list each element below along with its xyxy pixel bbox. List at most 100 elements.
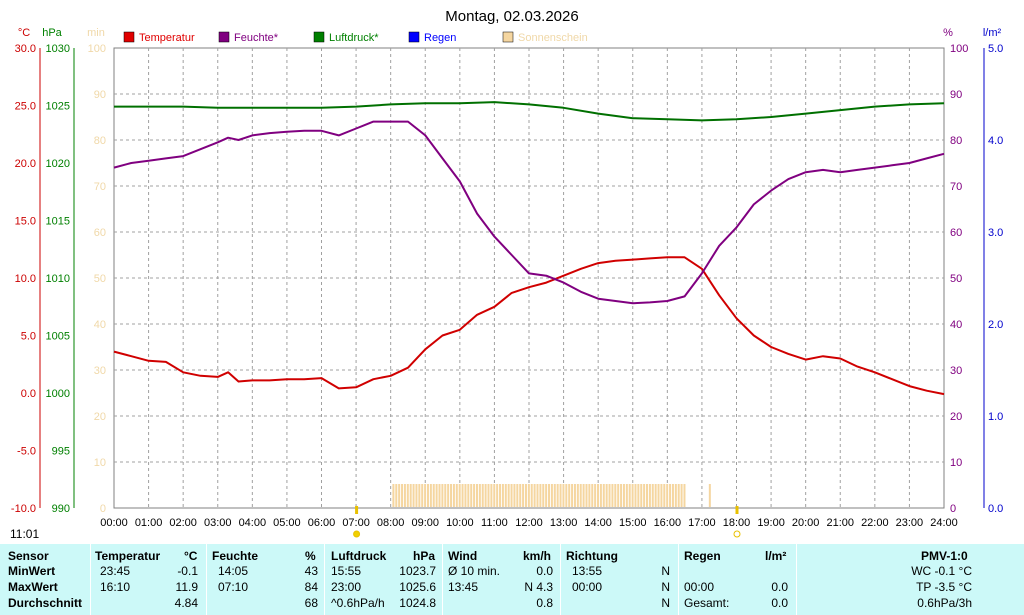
cell-h-time: 14:05 (218, 564, 249, 578)
sunshine-bar (666, 484, 669, 507)
cell-label: Durchschnitt (8, 596, 83, 610)
sunshine-bar (651, 484, 654, 507)
tick-label-humidity: 30 (950, 365, 962, 377)
axis-unit-temperature: °C (18, 27, 30, 39)
tick-label-rain: 1.0 (988, 411, 1003, 423)
sunshine-bar (663, 484, 666, 507)
cell-label: MaxWert (8, 580, 58, 594)
sunshine-bar (576, 484, 579, 507)
tick-label-humidity: 70 (950, 181, 962, 193)
header-temperatur: Temperatur (95, 549, 161, 563)
x-tick-label: 05:00 (273, 517, 301, 529)
cell-p-time: ^0.6hPa/h (331, 596, 385, 610)
legend-swatch-1 (218, 31, 230, 43)
sunshine-bar (447, 484, 450, 507)
tick-label-humidity: 10 (950, 457, 962, 469)
axis-unit-pressure: hPa (42, 27, 62, 39)
sunshine-bar (527, 484, 530, 507)
sunset-marker (735, 506, 739, 514)
tick-label-temperature: 5.0 (21, 331, 36, 343)
sunshine-bar (501, 484, 504, 507)
x-tick-label: 02:00 (169, 517, 197, 529)
sunshine-bar (654, 484, 657, 507)
sunrise-dot (353, 530, 361, 538)
sunshine-bar (490, 484, 493, 507)
sunshine-bar (452, 484, 455, 507)
sunshine-bar (392, 484, 395, 507)
cell-dir-val: N (661, 580, 670, 594)
axis-unit-humidity: % (943, 27, 953, 39)
sunshine-bar (640, 484, 643, 507)
sunshine-bars (392, 484, 711, 507)
sunshine-bar (406, 484, 409, 507)
tick-label-sunshine: 80 (94, 135, 106, 147)
tick-label-humidity: 60 (950, 227, 962, 239)
sunshine-bar (620, 484, 623, 507)
sunshine-bar (599, 484, 602, 507)
cell-dir-val: N (661, 564, 670, 578)
series-line-1 (113, 120, 945, 305)
header-pmv: PMV-1:0 (921, 549, 968, 563)
cell-rain-time: Gesamt: (684, 596, 730, 610)
sunshine-bar (677, 484, 680, 507)
sunshine-bar (418, 484, 421, 507)
sunshine-bar (585, 484, 588, 507)
sunshine-bar (591, 484, 594, 507)
tick-label-sunshine: 50 (94, 273, 106, 285)
tick-label-humidity: 90 (950, 89, 962, 101)
tick-label-temperature: 0.0 (21, 388, 36, 400)
sunshine-bar (559, 484, 562, 507)
sunshine-bar (573, 484, 576, 507)
sunshine-bar (637, 484, 640, 507)
sunshine-bar (611, 484, 614, 507)
cell-p-val: 1025.6 (399, 580, 436, 594)
tick-label-pressure: 1005 (46, 331, 70, 343)
tick-label-sunshine: 40 (94, 319, 106, 331)
x-tick-label: 06:00 (308, 517, 336, 529)
tick-label-pressure: 995 (52, 446, 70, 458)
sunshine-bar (444, 484, 447, 507)
series-line-0 (113, 256, 945, 396)
series-lines (113, 101, 945, 396)
header-regen: Regen (684, 549, 721, 563)
sunshine-bar (409, 484, 412, 507)
legend: Temperatur Feuchte* Luftdruck* Regen Sonnens… (123, 31, 588, 44)
sunshine-bar (458, 484, 461, 507)
header-feuchte-unit: % (305, 549, 316, 563)
sunshine-bar (660, 484, 663, 507)
tick-label-sunshine: 60 (94, 227, 106, 239)
sunshine-bar (674, 484, 677, 507)
legend-label-2: Luftdruck* (329, 32, 379, 44)
x-tick-label: 07:00 (342, 517, 370, 529)
sunshine-bar (426, 484, 429, 507)
cell-p-val: 1023.7 (399, 564, 436, 578)
header-richtung: Richtung (566, 549, 618, 563)
legend-swatch-0 (123, 31, 135, 43)
sunshine-bar (395, 484, 398, 507)
cell-t-val: 11.9 (175, 580, 198, 594)
series-line-2 (114, 101, 945, 122)
sunshine-bar (671, 484, 674, 507)
legend-label-1: Feuchte* (234, 32, 279, 44)
legend-swatch-3 (408, 31, 420, 43)
sunshine-bar (536, 484, 539, 507)
cell-w-val: 0.0 (536, 564, 553, 578)
sunshine-bar (510, 484, 513, 507)
header-luftdruck: Luftdruck (331, 549, 387, 563)
sunshine-bar (470, 484, 473, 507)
tick-label-pressure: 1030 (46, 43, 70, 55)
x-tick-label: 22:00 (861, 517, 889, 529)
sunshine-bar (683, 484, 686, 507)
cell-rain-val: 0.0 (771, 580, 788, 594)
cell-dir-time: 13:55 (572, 564, 603, 578)
x-tick-label: 04:00 (239, 517, 267, 529)
sunshine-bar (631, 484, 634, 507)
sunshine-bar (582, 484, 585, 507)
cell-dir-time: 00:00 (572, 580, 603, 594)
tick-label-rain: 4.0 (988, 135, 1003, 147)
sunshine-bar (648, 484, 651, 507)
sunshine-bar (565, 484, 568, 507)
sunshine-bar (602, 484, 605, 507)
tick-label-pressure: 1020 (46, 158, 70, 170)
tick-label-sunshine: 10 (94, 457, 106, 469)
